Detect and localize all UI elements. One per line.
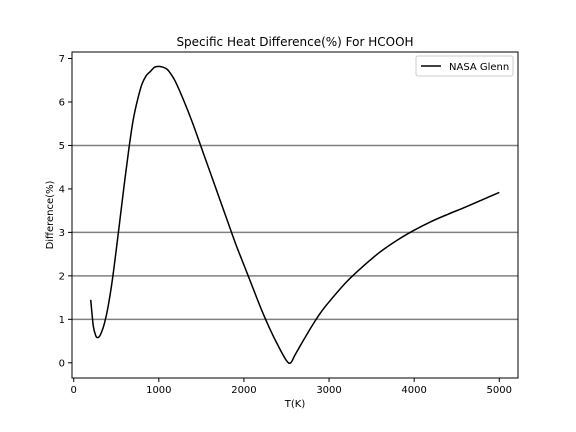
- x-tick-label: 4000: [401, 385, 426, 396]
- y-tick-label: 2: [59, 271, 65, 282]
- legend-box: [415, 55, 514, 77]
- y-tick-label: 4: [59, 184, 65, 195]
- plot-area-frame: [71, 51, 519, 379]
- x-axis: 0 1000 2000 3000 4000 5000: [71, 378, 512, 396]
- x-tick-label: 3000: [316, 385, 341, 396]
- y-tick-label: 3: [59, 228, 65, 239]
- chart-title: Specific Heat Difference(%) For HCOOH: [176, 35, 413, 49]
- legend: NASA Glenn: [415, 55, 514, 77]
- x-axis-label: T(K): [284, 399, 306, 410]
- y-tick-label: 6: [59, 97, 65, 108]
- y-tick-label: 7: [59, 54, 65, 65]
- y-tick-label: 5: [59, 141, 65, 152]
- x-tick-label: 5000: [487, 385, 512, 396]
- x-tick-label: 1000: [146, 385, 171, 396]
- y-tick-label: 1: [59, 315, 65, 326]
- x-tick-label: 2000: [231, 385, 256, 396]
- reference-lines: [72, 144, 518, 321]
- y-axis: 0 1 2 3 4 5 6 7: [59, 54, 72, 369]
- legend-label: NASA Glenn: [449, 62, 509, 73]
- y-axis-label: Difference(%): [45, 180, 56, 249]
- series-line: [89, 65, 500, 365]
- series-layer: [89, 65, 500, 365]
- y-tick-label: 0: [59, 358, 65, 369]
- x-tick-label: 0: [71, 385, 77, 396]
